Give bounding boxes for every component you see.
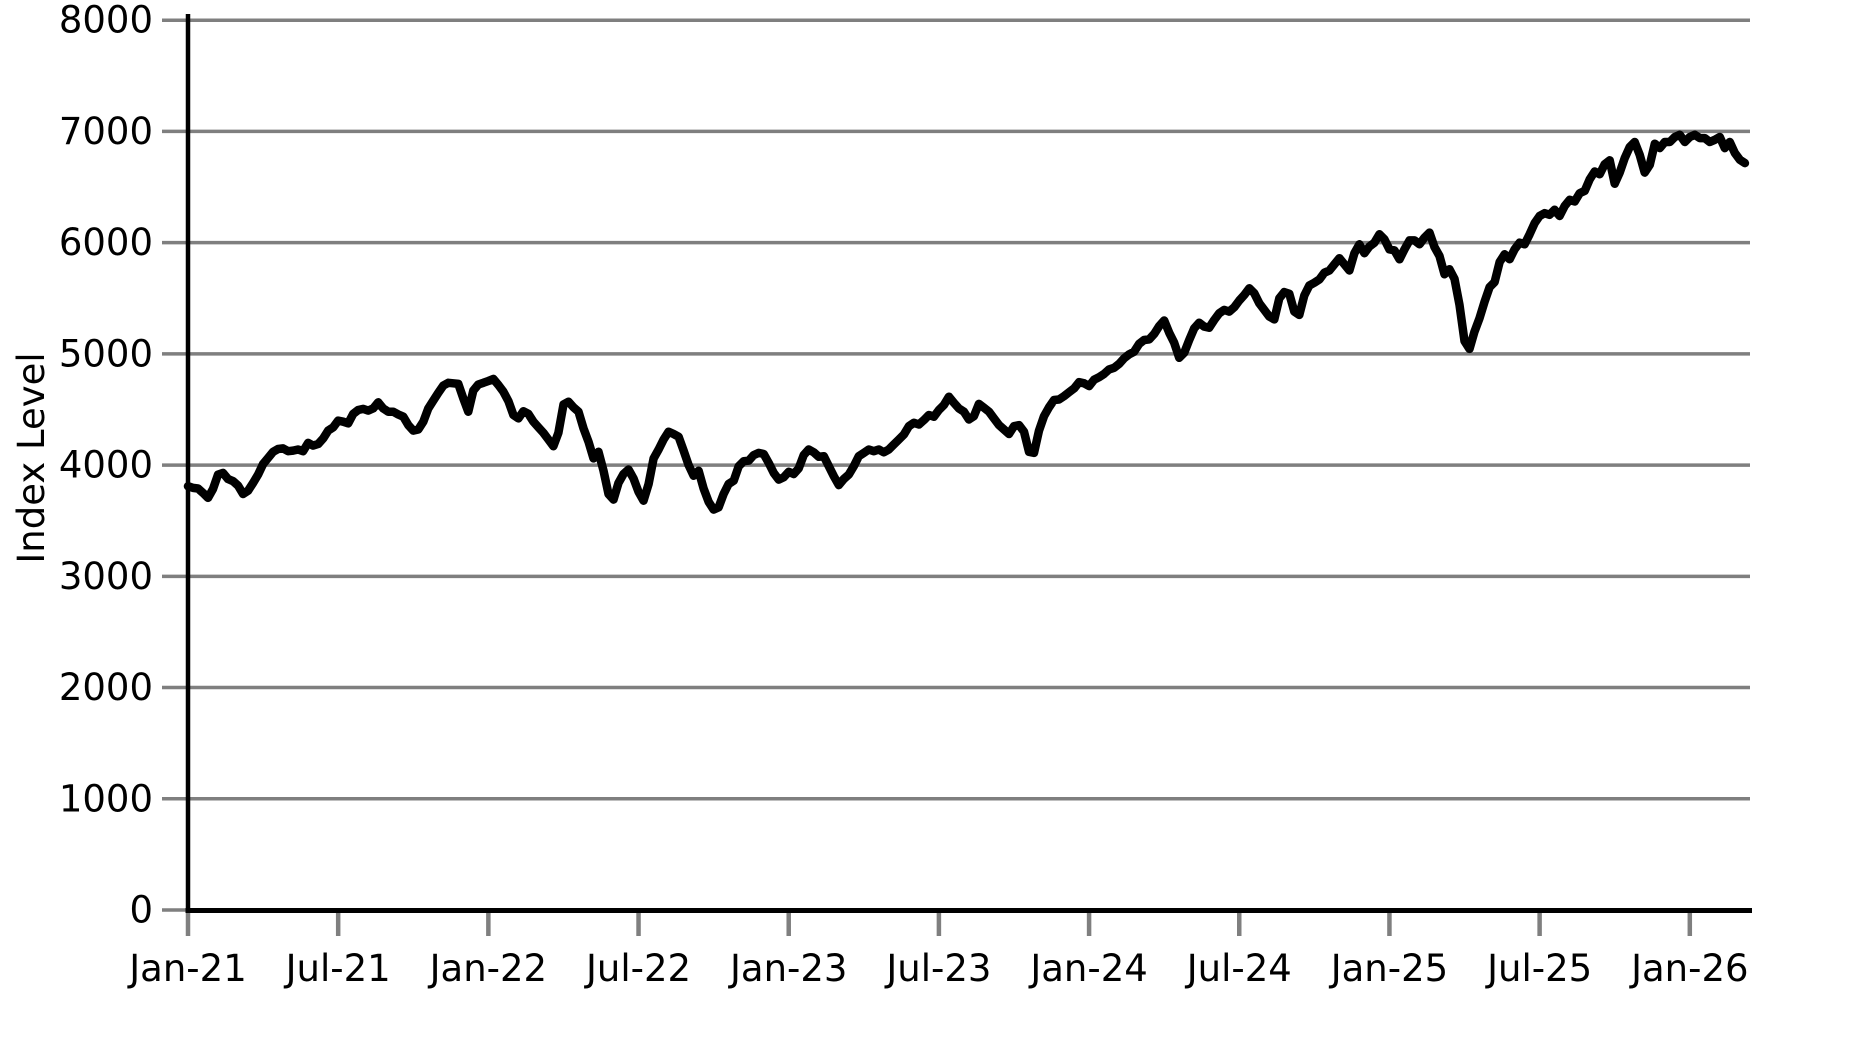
y-tick-label: 2000 (59, 666, 153, 709)
y-tick-label: 6000 (59, 221, 153, 264)
y-tick-label: 1000 (59, 777, 153, 820)
x-tick-label: Jul-25 (1485, 947, 1592, 990)
x-tick-label: Jan-23 (728, 947, 847, 990)
x-tick-label: Jan-21 (127, 947, 246, 990)
x-tick-label: Jan-24 (1028, 947, 1147, 990)
y-tick-label: 0 (129, 889, 153, 932)
x-tick-label: Jul-24 (1185, 947, 1292, 990)
y-tick-label: 3000 (59, 555, 153, 598)
y-tick-label: 4000 (59, 444, 153, 487)
x-tick-label: Jan-22 (428, 947, 547, 990)
x-tick-label: Jan-25 (1329, 947, 1448, 990)
y-tick-label: 5000 (59, 332, 153, 375)
x-tick-label: Jul-23 (884, 947, 991, 990)
y-axis-label: Index Level (10, 352, 53, 563)
x-tick-label: Jan-26 (1629, 947, 1748, 990)
index-series-line (183, 130, 1750, 514)
x-tick-label: Jul-22 (584, 947, 691, 990)
y-tick-label: 8000 (59, 0, 153, 42)
x-tick-label: Jul-21 (284, 947, 391, 990)
y-tick-label: 7000 (59, 110, 153, 153)
